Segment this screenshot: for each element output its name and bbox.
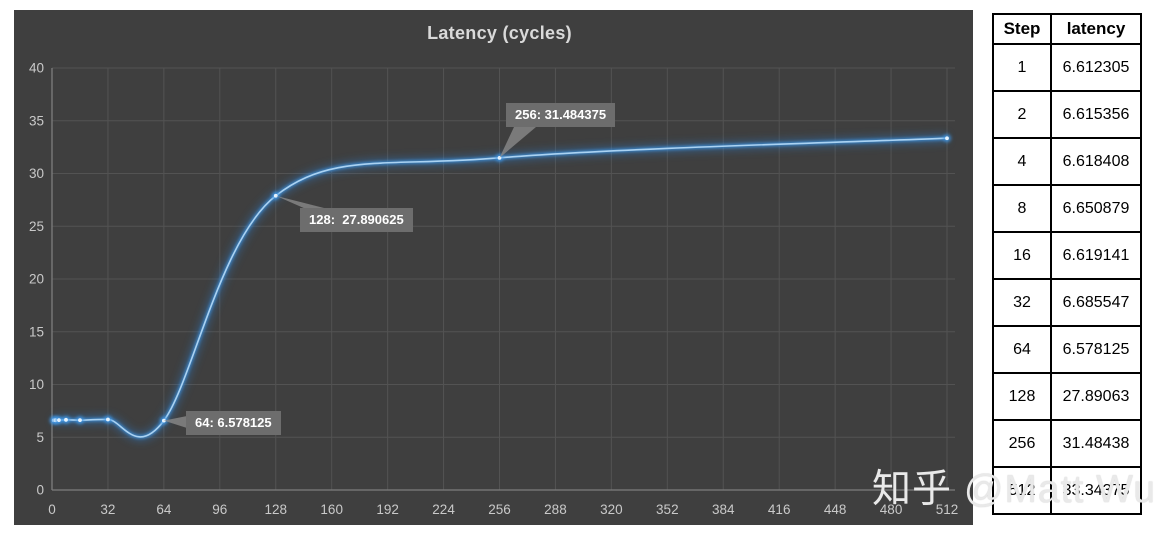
data-point-marker [78,418,82,423]
x-tick-label: 64 [156,502,172,517]
y-tick-label: 20 [29,272,44,287]
data-point-marker [57,418,61,423]
table-row: 32 6.685547 [992,278,1142,327]
table-cell: 1 [992,43,1052,92]
x-tick-label: 512 [936,502,959,517]
latency-table: Step latency 1 6.612305 2 6.615356 4 6.618408 8… [992,13,1142,515]
x-tick-label: 32 [100,502,115,517]
y-tick-label: 0 [36,483,44,498]
x-tick-label: 224 [432,502,455,517]
x-tick-label: 256 [488,502,511,517]
table-header-cell: latency [1050,13,1142,45]
table-cell: 8 [992,184,1052,233]
x-tick-label: 160 [320,502,343,517]
x-tick-label: 384 [712,502,735,517]
table-cell: 6.685547 [1050,278,1142,327]
x-tick-label: 480 [880,502,903,517]
table-row: 2 6.615356 [992,90,1142,139]
table-row: 64 6.578125 [992,325,1142,374]
x-tick-label: 192 [376,502,399,517]
table-cell: 6.612305 [1050,43,1142,92]
x-tick-label: 128 [264,502,287,517]
y-tick-label: 10 [29,377,44,392]
data-label-callout: 64: 6.578125 [186,411,281,435]
latency-chart-panel: Latency (cycles) 0 5 10 15 20 25 30 35 40 0 32 64 96… [14,10,973,525]
x-tick-label: 0 [48,502,56,517]
table-cell: 6.578125 [1050,325,1142,374]
table-cell: 6.618408 [1050,137,1142,186]
x-tick-label: 96 [212,502,227,517]
table-cell: 64 [992,325,1052,374]
table-cell: 4 [992,137,1052,186]
data-point-marker [106,417,110,422]
table-header-cell: Step [992,13,1052,45]
data-point-marker [64,417,68,422]
y-tick-label: 30 [29,166,44,181]
table-cell: 6.619141 [1050,231,1142,280]
callout-leader [163,416,187,428]
table-cell: 16 [992,231,1052,280]
chart-plot-area: 0 5 10 15 20 25 30 35 40 0 32 64 96 128 160 192 224 256 28… [29,61,959,518]
x-tick-label: 448 [824,502,847,517]
series-line-mid [53,136,948,439]
y-tick-label: 25 [29,219,44,234]
table-row: 512 33.34375 [992,466,1142,515]
table-cell: 2 [992,90,1052,139]
table-row: 8 6.650879 [992,184,1142,233]
y-tick-label: 40 [29,61,44,76]
table-row: 16 6.619141 [992,231,1142,280]
table-row: 4 6.618408 [992,137,1142,186]
table-cell: 6.650879 [1050,184,1142,233]
table-row: 256 31.48438 [992,419,1142,468]
table-cell: 31.48438 [1050,419,1142,468]
callout-leader [275,195,328,209]
data-label-callout: 256: 31.484375 [506,103,616,127]
table-row: 128 27.89063 [992,372,1142,421]
data-point-marker [945,136,949,141]
watermark: 知乎 @Matt Wu [872,468,1154,511]
y-tick-label: 15 [29,324,44,339]
x-tick-label: 416 [768,502,791,517]
table-cell: 27.89063 [1050,372,1142,421]
table-cell: 33.34375 [1050,466,1142,515]
callout-leader [499,127,536,158]
table-cell: 6.615356 [1050,90,1142,139]
y-tick-label: 35 [29,113,44,128]
data-label-callout: 128: 27.890625 [300,208,413,232]
table-header-row: Step latency [992,13,1142,45]
chart-title: Latency (cycles) [427,23,572,43]
series-line [53,137,948,438]
x-tick-label: 320 [600,502,623,517]
y-tick-label: 5 [36,430,44,445]
data-point-marker [273,193,278,198]
x-tick-label: 288 [544,502,567,517]
x-tick-label: 352 [656,502,679,517]
table-cell: 512 [992,466,1052,515]
table-cell: 256 [992,419,1052,468]
table-cell: 128 [992,372,1052,421]
table-row: 1 6.612305 [992,43,1142,92]
series-line-glow [53,134,948,441]
table-cell: 32 [992,278,1052,327]
